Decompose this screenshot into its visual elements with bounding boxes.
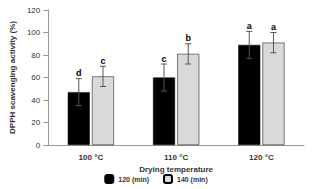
svg-text:60: 60	[31, 73, 40, 82]
svg-text:110 °C: 110 °C	[164, 153, 188, 162]
svg-text:Drying temperature: Drying temperature	[139, 165, 213, 174]
svg-text:0: 0	[36, 141, 41, 150]
svg-text:40: 40	[31, 96, 40, 105]
svg-text:a: a	[247, 21, 253, 31]
svg-text:DPPH scavenging activity (%): DPPH scavenging activity (%)	[8, 21, 17, 134]
svg-text:140 (min): 140 (min)	[177, 176, 208, 184]
svg-text:80: 80	[31, 51, 40, 60]
svg-text:120: 120	[27, 6, 41, 15]
svg-text:120 °C: 120 °C	[249, 153, 274, 162]
svg-text:a: a	[271, 22, 277, 32]
svg-text:120 (min): 120 (min)	[118, 176, 149, 184]
svg-text:20: 20	[31, 118, 40, 127]
svg-text:100 °C: 100 °C	[79, 153, 104, 162]
svg-text:d: d	[76, 68, 82, 78]
svg-text:b: b	[185, 33, 191, 43]
svg-text:c: c	[162, 54, 167, 64]
svg-text:100: 100	[27, 28, 41, 37]
svg-text:c: c	[100, 56, 105, 66]
